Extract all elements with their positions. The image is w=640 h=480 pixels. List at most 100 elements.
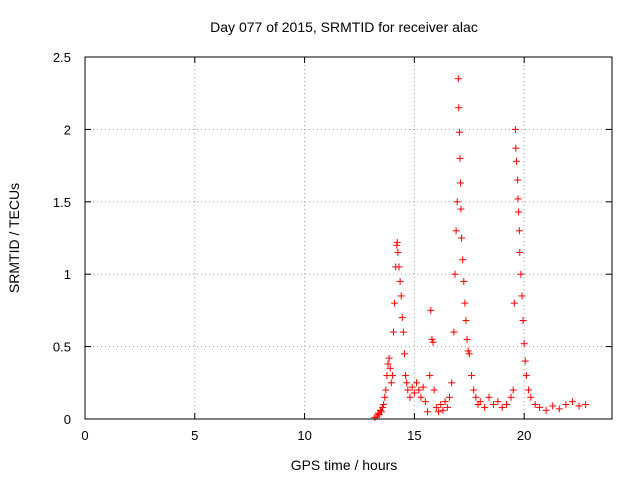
data-point bbox=[380, 401, 388, 409]
data-point bbox=[472, 393, 480, 401]
data-marks bbox=[371, 75, 590, 422]
data-point bbox=[394, 248, 402, 256]
y-tick-label: 0 bbox=[64, 412, 71, 427]
data-point bbox=[460, 277, 468, 285]
data-point bbox=[419, 383, 427, 391]
data-point bbox=[582, 401, 590, 409]
data-point bbox=[481, 403, 489, 411]
data-point bbox=[428, 335, 436, 343]
data-point bbox=[386, 364, 394, 372]
data-point bbox=[525, 386, 533, 394]
data-point bbox=[429, 338, 437, 346]
data-point bbox=[518, 292, 526, 300]
y-tick-label: 2 bbox=[64, 122, 71, 137]
data-point bbox=[536, 403, 544, 411]
plot-frame bbox=[84, 56, 613, 420]
x-tick-label: 0 bbox=[81, 428, 88, 443]
data-point bbox=[542, 406, 550, 414]
data-point bbox=[494, 398, 502, 406]
data-point bbox=[381, 393, 389, 401]
data-point bbox=[465, 350, 473, 358]
data-point bbox=[463, 335, 471, 343]
data-point bbox=[512, 144, 520, 152]
data-point bbox=[410, 389, 418, 397]
data-point bbox=[455, 104, 463, 112]
chart-title: Day 077 of 2015, SRMTID for receiver ala… bbox=[210, 19, 478, 35]
data-point bbox=[462, 317, 470, 325]
data-point bbox=[531, 401, 539, 409]
data-point bbox=[457, 205, 465, 213]
data-point bbox=[450, 328, 458, 336]
data-point bbox=[427, 306, 435, 314]
data-point bbox=[512, 157, 520, 165]
data-point bbox=[562, 401, 570, 409]
ticks-layer: 0 5 10 15 20 0 0.5 1 1.5 2 2.5 bbox=[53, 50, 612, 443]
data-point bbox=[519, 317, 527, 325]
data-point bbox=[395, 263, 403, 271]
data-point bbox=[568, 398, 576, 406]
data-point bbox=[448, 379, 456, 387]
data-point bbox=[417, 393, 425, 401]
y-tick-label: 2.5 bbox=[53, 50, 71, 65]
y-tick-label: 0.5 bbox=[53, 340, 71, 355]
data-point bbox=[464, 347, 472, 355]
data-point bbox=[515, 227, 523, 235]
data-point bbox=[430, 386, 438, 394]
data-point bbox=[377, 408, 385, 416]
data-point bbox=[476, 398, 484, 406]
data-point bbox=[511, 125, 519, 133]
x-tick-label: 10 bbox=[297, 428, 311, 443]
data-point bbox=[382, 386, 390, 394]
data-point bbox=[384, 360, 392, 368]
data-point bbox=[413, 379, 421, 387]
data-point bbox=[402, 372, 410, 380]
data-point bbox=[458, 234, 466, 242]
x-tick-label: 5 bbox=[191, 428, 198, 443]
x-tick-label: 15 bbox=[407, 428, 421, 443]
data-point bbox=[441, 398, 449, 406]
data-point bbox=[514, 176, 522, 184]
data-point bbox=[470, 386, 478, 394]
data-point bbox=[503, 401, 511, 409]
data-point bbox=[399, 328, 407, 336]
data-point bbox=[435, 408, 443, 416]
data-point bbox=[575, 402, 583, 410]
data-point bbox=[393, 238, 401, 246]
data-point bbox=[515, 208, 523, 216]
data-point bbox=[446, 393, 454, 401]
data-point bbox=[461, 299, 469, 307]
y-tick-label: 1.5 bbox=[53, 195, 71, 210]
data-point bbox=[424, 408, 432, 416]
x-axis-label: GPS time / hours bbox=[291, 457, 398, 473]
data-point bbox=[437, 401, 445, 409]
y-tick-label: 1 bbox=[64, 267, 71, 282]
data-point bbox=[451, 270, 459, 278]
grid-layer bbox=[85, 57, 612, 419]
data-point bbox=[403, 379, 411, 387]
data-point bbox=[439, 406, 447, 414]
data-point bbox=[391, 299, 399, 307]
data-point bbox=[452, 227, 460, 235]
data-point bbox=[443, 403, 451, 411]
data-point bbox=[522, 372, 530, 380]
data-point bbox=[509, 386, 517, 394]
data-point bbox=[388, 372, 396, 380]
data-point bbox=[521, 357, 529, 365]
data-point bbox=[379, 403, 387, 411]
data-point bbox=[516, 248, 524, 256]
data-point bbox=[385, 354, 393, 362]
data-point bbox=[514, 195, 522, 203]
data-point bbox=[517, 270, 525, 278]
data-point bbox=[507, 393, 515, 401]
data-point bbox=[520, 340, 528, 348]
data-point bbox=[415, 386, 423, 394]
data-point bbox=[489, 401, 497, 409]
data-point bbox=[432, 403, 440, 411]
data-point bbox=[408, 383, 416, 391]
data-point bbox=[404, 386, 412, 394]
data-point bbox=[426, 372, 434, 380]
x-tick-label: 20 bbox=[517, 428, 531, 443]
data-point bbox=[406, 393, 414, 401]
data-point bbox=[498, 403, 506, 411]
